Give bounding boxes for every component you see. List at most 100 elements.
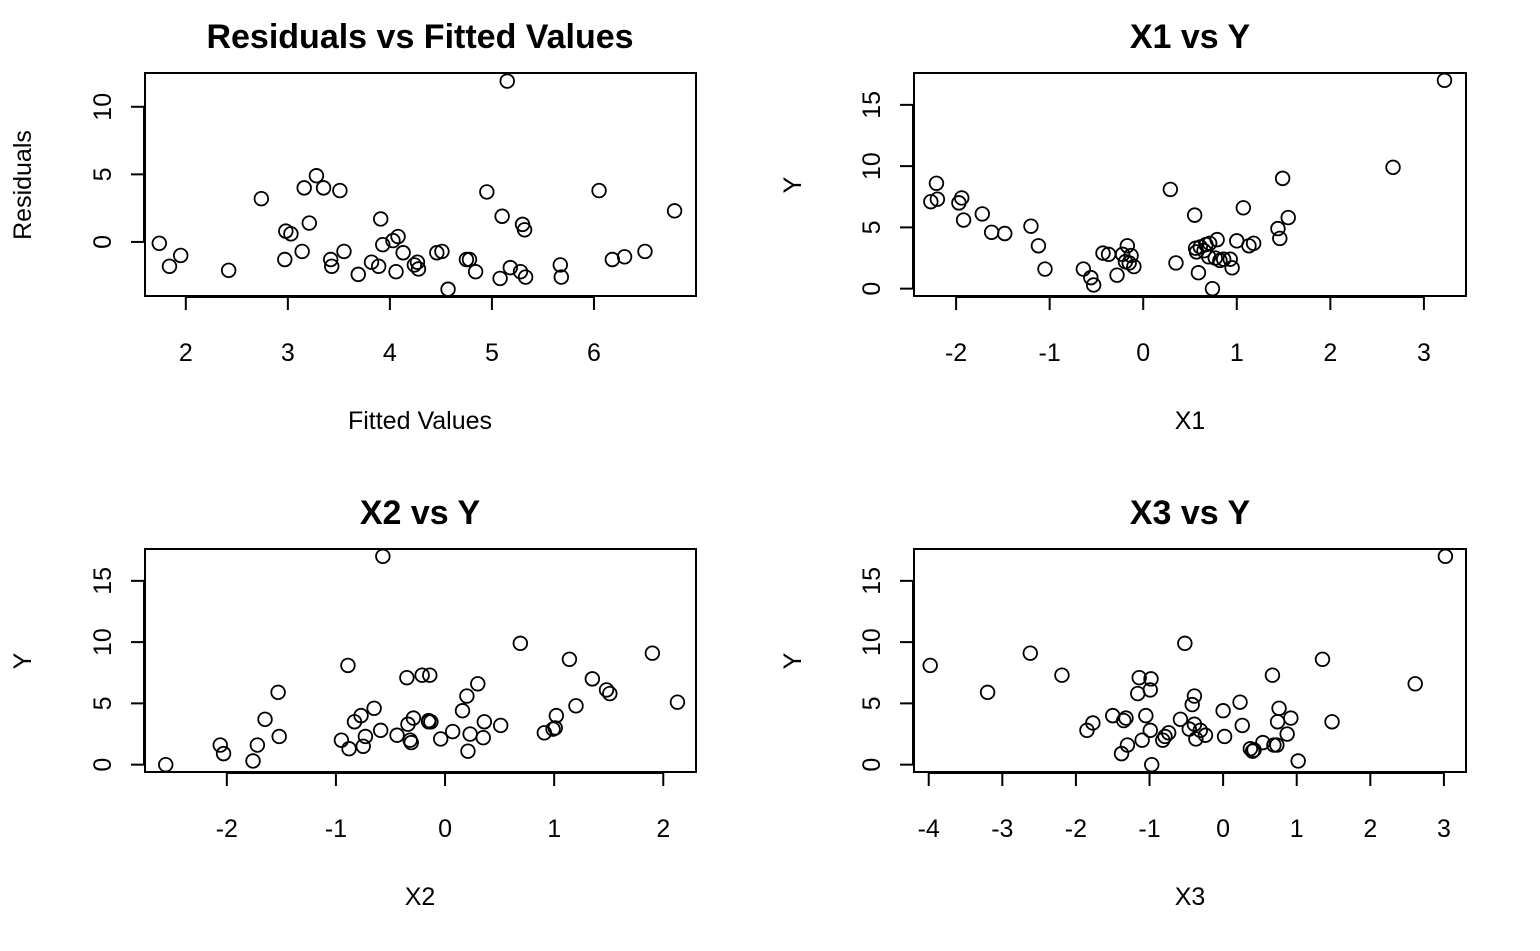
data-point [517,269,534,285]
x-tick-label: 0 [438,815,452,843]
data-point [1186,207,1203,223]
data-point [1116,712,1132,729]
data-point [301,215,317,231]
data-point [1270,220,1286,237]
data-point [385,232,401,249]
data-point [1085,277,1102,293]
data-point [215,745,232,762]
data-point [1215,703,1231,719]
data-point [1172,711,1189,728]
y-tick-label: 0 [89,235,117,249]
data-point [1436,72,1453,89]
data-point [1144,756,1160,773]
data-point [373,211,389,227]
x-tick-label: 2 [656,815,670,843]
data-point [283,226,299,242]
data-point [308,168,325,184]
data-point [1244,743,1261,759]
data-point [547,720,563,736]
data-point [1030,238,1047,254]
data-point [1245,235,1262,252]
x-tick-label: 1 [547,815,561,843]
data-point [1157,728,1173,745]
data-point [1118,710,1134,726]
x-tick-label: 2 [1323,339,1337,367]
y-tick-label: 5 [858,220,886,234]
data-point [1123,247,1139,264]
x-tick-label: 5 [485,339,499,367]
data-point [405,710,422,726]
data-point [212,737,228,753]
x-tick-label: -1 [1039,339,1061,367]
data-point [561,651,578,667]
data-point [591,182,607,199]
x-tick-label: 0 [1216,815,1230,843]
x-tick-label: -4 [918,815,940,843]
data-point [467,263,484,280]
data-point [350,266,366,283]
data-point [1095,245,1111,261]
data-point [502,259,518,276]
data-point [1138,707,1154,724]
data-point [1075,261,1092,277]
x-tick-label: 1 [1290,815,1304,843]
data-point [355,738,371,754]
y-tick-label: 0 [858,282,886,296]
data-point [1280,209,1296,226]
data-point [1142,722,1158,739]
y-axis-label: Y [9,652,37,669]
y-tick-label: 5 [89,167,117,181]
data-point [1083,269,1099,286]
data-point [151,235,167,251]
data-point [372,722,389,739]
data-point [516,222,533,238]
data-point [253,190,270,207]
data-point [161,258,178,274]
x-tick-label: 6 [587,339,601,367]
data-point [1160,725,1177,741]
x-axis: -2 -1 0 1 2 3 [945,296,1431,367]
data-point [432,731,449,747]
data-point [460,743,476,759]
data-point [389,727,405,743]
data-point [1109,267,1125,283]
data-point [922,657,938,674]
data-point [1279,726,1295,742]
data-point [390,228,406,245]
data-point [434,243,450,260]
plot-title: X2 vs Y [360,494,481,532]
x-axis-label: X3 [1175,883,1206,911]
data-point [422,667,438,683]
data-point [568,698,584,714]
y-tick-label: 0 [89,758,117,772]
data-point [462,726,478,742]
y-tick-label: 5 [858,696,886,710]
data-point [1201,235,1218,252]
x-tick-label: 4 [383,339,397,367]
data-point [1119,238,1136,254]
data-point [1131,669,1147,686]
y-tick-label: 10 [89,628,117,656]
points [922,548,1454,773]
data-point [499,73,515,89]
y-axis: 0 5 10 15 [858,567,914,772]
x-axis: -2 -1 0 1 2 [216,772,670,843]
data-point [1437,548,1454,565]
y-tick-label: 15 [858,567,886,595]
data-point [336,243,352,260]
data-point [357,728,374,745]
plot-frame [144,548,697,773]
y-tick-label: 0 [858,758,886,772]
data-point [1290,753,1306,769]
data-point [1314,651,1331,667]
data-point [296,180,312,196]
y-axis-label: Residuals [9,130,37,240]
data-point [1407,676,1423,692]
data-point [584,671,601,687]
x-tick-label: -1 [1138,815,1160,843]
plot-title: X3 vs Y [1130,494,1251,532]
data-point [459,688,475,704]
data-point [1209,231,1225,248]
data-point [553,269,570,285]
